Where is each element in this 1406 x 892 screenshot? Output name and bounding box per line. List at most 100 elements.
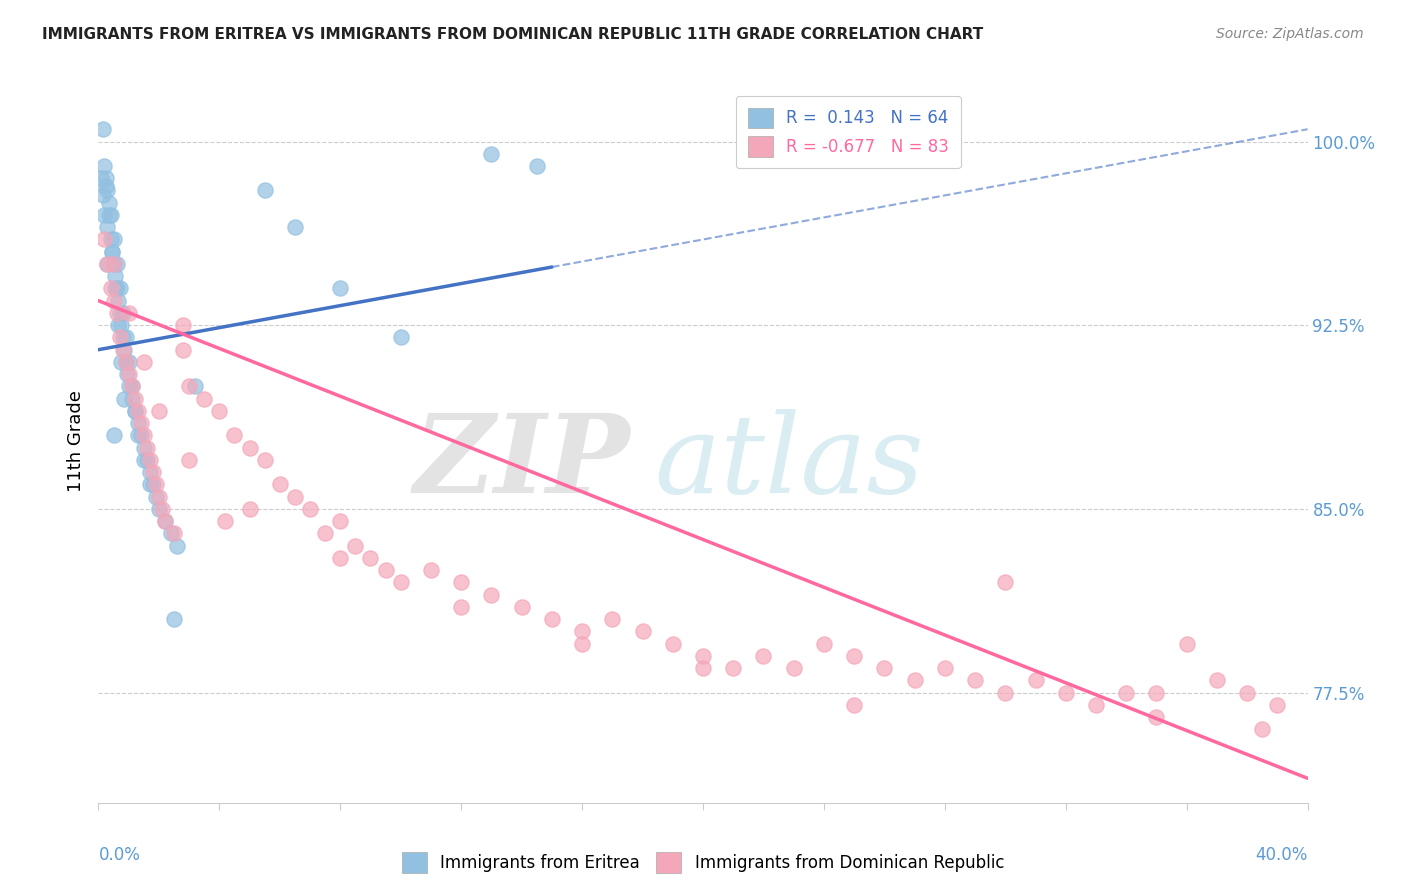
Point	[163, 526, 186, 541]
Point	[127, 428, 149, 442]
Point	[148, 404, 170, 418]
Point	[389, 330, 412, 344]
Point	[1115, 685, 1137, 699]
Point	[661, 637, 683, 651]
Point	[153, 514, 176, 528]
Point	[112, 343, 135, 357]
Point	[166, 539, 188, 553]
Point	[163, 612, 186, 626]
Point	[112, 392, 135, 406]
Point	[172, 343, 194, 357]
Text: atlas: atlas	[655, 409, 924, 517]
Point	[602, 612, 624, 626]
Point	[135, 441, 157, 455]
Point	[1206, 673, 1229, 688]
Point	[98, 195, 121, 210]
Point	[752, 648, 775, 663]
Point	[179, 453, 201, 467]
Point	[94, 178, 117, 193]
Point	[103, 428, 125, 442]
Point	[965, 673, 987, 688]
Point	[132, 441, 155, 455]
Y-axis label: 11th Grade: 11th Grade	[66, 391, 84, 492]
Point	[103, 257, 125, 271]
Point	[139, 465, 162, 479]
Point	[571, 624, 593, 639]
Point	[692, 648, 714, 663]
Point	[100, 208, 122, 222]
Point	[1251, 723, 1274, 737]
Point	[98, 208, 121, 222]
Point	[526, 159, 548, 173]
Point	[121, 379, 143, 393]
Point	[1146, 685, 1168, 699]
Point	[108, 281, 131, 295]
Point	[934, 661, 956, 675]
Point	[142, 477, 165, 491]
Point	[114, 355, 136, 369]
Text: ZIP: ZIP	[413, 409, 630, 517]
Point	[104, 281, 127, 295]
Point	[1267, 698, 1289, 712]
Point	[692, 661, 714, 675]
Point	[420, 563, 443, 577]
Point	[108, 330, 131, 344]
Point	[90, 171, 112, 186]
Point	[208, 404, 231, 418]
Point	[111, 343, 134, 357]
Point	[105, 281, 128, 295]
Point	[540, 612, 562, 626]
Point	[124, 404, 146, 418]
Point	[239, 441, 262, 455]
Point	[104, 269, 127, 284]
Point	[135, 453, 157, 467]
Text: IMMIGRANTS FROM ERITREA VS IMMIGRANTS FROM DOMINICAN REPUBLIC 11TH GRADE CORRELA: IMMIGRANTS FROM ERITREA VS IMMIGRANTS FR…	[42, 27, 983, 42]
Point	[145, 490, 167, 504]
Point	[103, 293, 125, 308]
Point	[148, 502, 170, 516]
Point	[139, 477, 162, 491]
Point	[142, 465, 165, 479]
Point	[253, 453, 276, 467]
Point	[329, 281, 352, 295]
Point	[1054, 685, 1077, 699]
Point	[844, 698, 866, 712]
Point	[132, 428, 155, 442]
Point	[110, 355, 132, 369]
Point	[631, 624, 654, 639]
Point	[124, 392, 146, 406]
Point	[121, 379, 143, 393]
Point	[1146, 710, 1168, 724]
Point	[91, 188, 114, 202]
Point	[389, 575, 412, 590]
Text: 40.0%: 40.0%	[1256, 847, 1308, 864]
Point	[360, 550, 382, 565]
Point	[96, 257, 118, 271]
Point	[179, 379, 201, 393]
Point	[783, 661, 806, 675]
Point	[481, 588, 503, 602]
Point	[118, 355, 141, 369]
Point	[94, 171, 117, 186]
Point	[107, 293, 129, 308]
Point	[374, 563, 396, 577]
Point	[110, 318, 132, 333]
Point	[299, 502, 322, 516]
Point	[329, 550, 352, 565]
Point	[510, 599, 533, 614]
Point	[93, 232, 115, 246]
Point	[96, 184, 118, 198]
Point	[111, 330, 134, 344]
Point	[105, 306, 128, 320]
Point	[139, 453, 162, 467]
Legend: R =  0.143   N = 64, R = -0.677   N = 83: R = 0.143 N = 64, R = -0.677 N = 83	[737, 95, 960, 169]
Point	[148, 490, 170, 504]
Point	[269, 477, 291, 491]
Point	[96, 257, 118, 271]
Point	[994, 685, 1017, 699]
Point	[344, 539, 367, 553]
Point	[129, 416, 152, 430]
Point	[1024, 673, 1046, 688]
Point	[118, 367, 141, 381]
Text: 0.0%: 0.0%	[98, 847, 141, 864]
